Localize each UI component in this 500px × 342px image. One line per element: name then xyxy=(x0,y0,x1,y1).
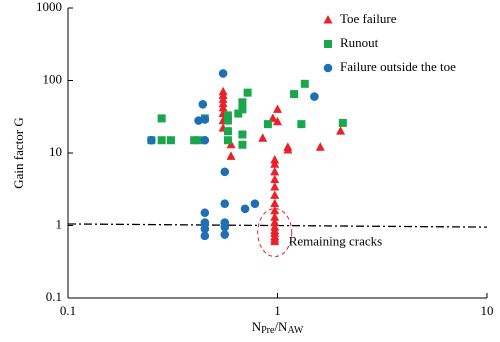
marker-circle xyxy=(220,230,230,239)
marker-circle xyxy=(310,92,319,101)
marker-square xyxy=(238,140,247,149)
marker-triangle xyxy=(270,190,280,199)
x-axis-label-part: AW xyxy=(287,325,303,336)
marker-circle xyxy=(200,135,210,145)
marker-triangle xyxy=(258,133,268,142)
marker-circle xyxy=(200,218,210,227)
marker-triangle xyxy=(270,181,280,191)
x-axis-label-part: Pre xyxy=(261,325,275,336)
marker-triangle xyxy=(270,159,280,168)
marker-circle xyxy=(200,115,210,124)
y-tick-label: 0.1 xyxy=(46,289,62,304)
marker-triangle xyxy=(270,236,280,246)
marker-triangle xyxy=(270,198,280,208)
marker-triangle xyxy=(218,94,228,103)
marker-square xyxy=(290,90,299,99)
marker-triangle xyxy=(283,144,293,154)
y-tick-label: 1 xyxy=(56,216,63,231)
marker-square xyxy=(223,127,232,136)
marker-square xyxy=(157,136,166,145)
marker-circle xyxy=(220,222,230,232)
marker-triangle xyxy=(315,142,325,151)
marker-square xyxy=(223,116,232,125)
marker-triangle xyxy=(270,212,280,221)
marker-triangle xyxy=(218,102,228,112)
legend-label: Failure outside the toe xyxy=(340,59,456,74)
x-axis-label-part: N xyxy=(252,319,262,334)
marker-circle xyxy=(200,224,210,234)
marker-triangle xyxy=(336,126,346,135)
marker-circle xyxy=(323,63,333,73)
marker-square xyxy=(300,79,309,88)
marker-square xyxy=(238,130,247,139)
marker-circle xyxy=(198,99,208,109)
annotation-circle xyxy=(257,208,293,258)
marker-triangle xyxy=(270,217,280,226)
marker-triangle xyxy=(270,166,280,176)
marker-triangle xyxy=(273,104,282,113)
marker-square xyxy=(234,109,243,118)
marker-square xyxy=(338,118,347,127)
x-axis-label-part: /N xyxy=(274,319,288,334)
x-tick-label: 0.1 xyxy=(60,303,76,318)
legend-label: Runout xyxy=(340,35,379,50)
x-axis-label: NPre/NAW xyxy=(252,319,304,336)
marker-square xyxy=(243,88,252,97)
marker-circle xyxy=(218,69,228,78)
y-tick-label: 1000 xyxy=(36,0,62,14)
y-tick-label: 100 xyxy=(43,71,63,86)
marker-triangle xyxy=(323,15,333,24)
marker-square xyxy=(238,98,247,107)
marker-triangle xyxy=(270,205,280,215)
x-tick-label: 10 xyxy=(481,303,494,318)
marker-square xyxy=(157,114,166,123)
marker-triangle xyxy=(268,113,278,122)
y-tick-label: 10 xyxy=(49,144,62,159)
marker-circle xyxy=(200,208,210,218)
marker-square xyxy=(297,120,306,129)
annotation: Remaining cracks xyxy=(289,234,383,249)
legend-label: Toe failure xyxy=(340,11,397,26)
marker-circle xyxy=(220,167,230,177)
marker-circle xyxy=(250,199,260,208)
y-axis-label: Gain factor G xyxy=(11,117,26,188)
marker-circle xyxy=(147,135,156,145)
marker-triangle xyxy=(226,151,236,160)
marker-square xyxy=(194,136,203,145)
marker-square xyxy=(223,136,232,145)
marker-square xyxy=(166,136,175,145)
marker-square xyxy=(263,120,272,129)
marker-triangle xyxy=(270,174,280,184)
x-tick-label: 1 xyxy=(274,303,281,318)
marker-circle xyxy=(200,231,210,241)
marker-circle xyxy=(240,204,250,214)
marker-circle xyxy=(220,199,230,208)
marker-square xyxy=(223,111,232,120)
marker-square xyxy=(324,40,332,48)
marker-square xyxy=(190,136,199,145)
marker-triangle xyxy=(273,116,282,126)
marker-square xyxy=(238,105,247,114)
